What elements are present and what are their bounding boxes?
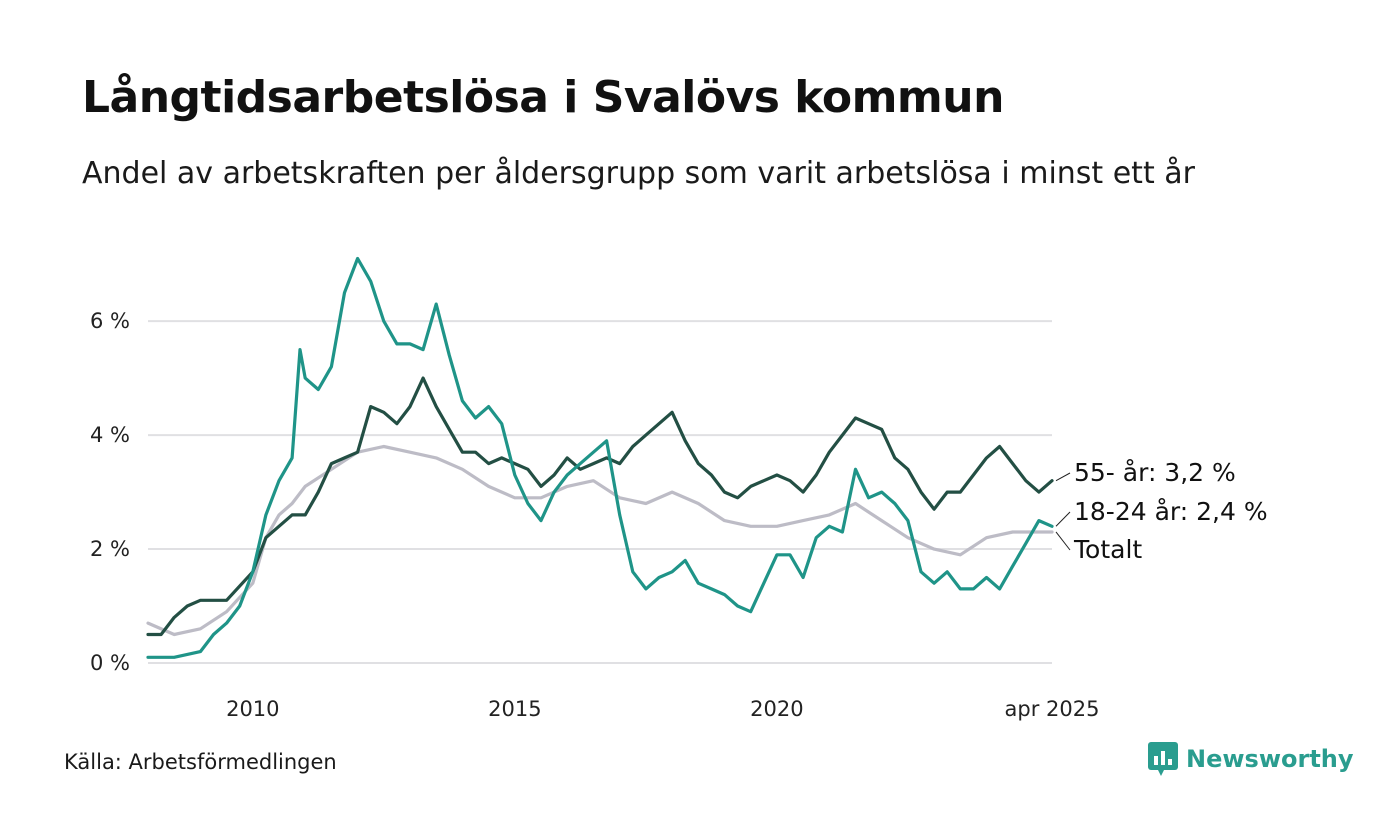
label-leader-line	[1055, 531, 1071, 551]
label-leader-line	[1055, 472, 1071, 482]
y-tick-label: 2 %	[90, 537, 130, 561]
chart-title: Långtidsarbetslösa i Svalövs kommun	[82, 72, 1004, 123]
chart-subtitle: Andel av arbetskraften per åldersgrupp s…	[82, 156, 1195, 191]
brand-name: Newsworthy	[1186, 745, 1354, 773]
series-line	[146, 256, 1054, 659]
series-end-label: 18-24 år: 2,4 %	[1074, 497, 1268, 526]
y-tick-label: 4 %	[90, 423, 130, 447]
series-line	[146, 444, 1054, 637]
brand-logo: Newsworthy	[1148, 742, 1354, 776]
x-tick-label: 2010	[226, 697, 279, 721]
label-leader-line	[1055, 511, 1071, 527]
gridlines	[148, 320, 1052, 664]
x-tick-label: 2020	[750, 697, 803, 721]
series-line	[146, 376, 1054, 637]
series-end-label: Totalt	[1073, 535, 1142, 564]
source-note: Källa: Arbetsförmedlingen	[64, 750, 337, 774]
x-tick-label: apr 2025	[1005, 697, 1100, 721]
newsworthy-logo-icon	[1148, 742, 1178, 776]
series-end-label: 55- år: 3,2 %	[1074, 458, 1236, 487]
y-tick-label: 6 %	[90, 309, 130, 333]
x-tick-label: 2015	[488, 697, 541, 721]
y-tick-label: 0 %	[90, 651, 130, 675]
line-chart: 0 % 2 % 4 % 6 % 2010 2015 2020 apr 2025 Totalt…	[90, 256, 1268, 721]
y-axis-ticks: 0 % 2 % 4 % 6 %	[90, 309, 130, 675]
x-axis-ticks: 2010 2015 2020 apr 2025	[226, 697, 1099, 721]
series-lines	[146, 256, 1054, 659]
series-end-labels: Totalt 55- år: 3,2 % 18-24 år: 2,4 %	[1055, 458, 1268, 564]
